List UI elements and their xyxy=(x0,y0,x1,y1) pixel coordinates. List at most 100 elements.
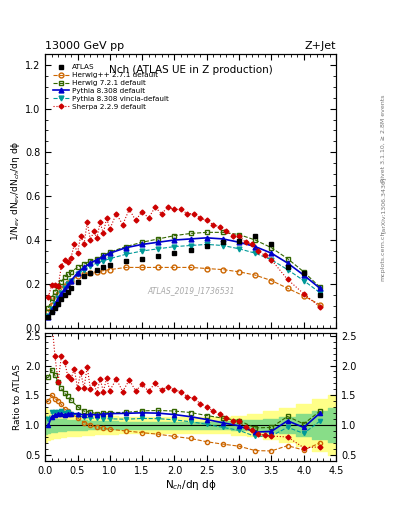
Pythia 8.308 vincia-default xyxy=(204,241,209,247)
ATLAS xyxy=(269,241,274,247)
Sherpa 2.2.9 default xyxy=(165,204,170,210)
Herwig 7.2.1 default xyxy=(156,236,161,242)
Herwig++ 2.7.1 default xyxy=(56,291,61,297)
ATLAS xyxy=(318,292,322,298)
ATLAS xyxy=(62,292,67,298)
Sherpa 2.2.9 default xyxy=(318,304,322,310)
Herwig 7.2.1 default xyxy=(124,244,129,250)
Sherpa 2.2.9 default xyxy=(172,206,177,212)
Herwig++ 2.7.1 default xyxy=(46,309,51,315)
Text: mcplots.cern.ch: mcplots.cern.ch xyxy=(381,231,386,281)
Sherpa 2.2.9 default xyxy=(198,215,203,221)
ATLAS xyxy=(140,255,145,262)
Pythia 8.308 vincia-default xyxy=(88,263,93,269)
Sherpa 2.2.9 default xyxy=(146,215,151,221)
ATLAS xyxy=(59,296,64,302)
Herwig 7.2.1 default xyxy=(204,229,209,236)
Herwig++ 2.7.1 default xyxy=(220,267,225,273)
Pythia 8.308 vincia-default xyxy=(53,301,57,307)
Pythia 8.308 vincia-default xyxy=(82,267,86,273)
Herwig++ 2.7.1 default xyxy=(172,264,177,270)
ATLAS xyxy=(107,262,112,268)
ATLAS xyxy=(253,232,257,239)
Text: Z+Jet: Z+Jet xyxy=(305,41,336,51)
Herwig++ 2.7.1 default xyxy=(69,278,73,284)
Pythia 8.308 vincia-default xyxy=(188,243,193,249)
Sherpa 2.2.9 default xyxy=(217,224,222,230)
Pythia 8.308 vincia-default xyxy=(69,278,73,284)
ATLAS xyxy=(101,264,106,270)
Herwig++ 2.7.1 default xyxy=(156,264,161,270)
Pythia 8.308 default xyxy=(75,270,80,276)
Sherpa 2.2.9 default xyxy=(191,210,196,217)
ATLAS xyxy=(220,239,225,245)
Pythia 8.308 vincia-default xyxy=(66,281,70,287)
Sherpa 2.2.9 default xyxy=(85,220,90,226)
Sherpa 2.2.9 default xyxy=(285,276,290,283)
Sherpa 2.2.9 default xyxy=(301,291,306,297)
Herwig 7.2.1 default xyxy=(75,264,80,270)
Pythia 8.308 default xyxy=(46,314,51,320)
Sherpa 2.2.9 default xyxy=(256,248,261,254)
Herwig 7.2.1 default xyxy=(69,269,73,275)
Herwig 7.2.1 default xyxy=(172,232,177,239)
Sherpa 2.2.9 default xyxy=(53,282,57,288)
Herwig 7.2.1 default xyxy=(56,283,61,289)
Pythia 8.308 vincia-default xyxy=(101,258,106,264)
Pythia 8.308 default xyxy=(101,253,106,260)
Sherpa 2.2.9 default xyxy=(69,254,73,261)
Y-axis label: Ratio to ATLAS: Ratio to ATLAS xyxy=(13,364,22,430)
Herwig++ 2.7.1 default xyxy=(253,272,257,278)
Herwig++ 2.7.1 default xyxy=(49,302,54,308)
X-axis label: N$_{ch}$/dη dϕ: N$_{ch}$/dη dϕ xyxy=(165,478,217,493)
Pythia 8.308 vincia-default xyxy=(95,260,99,266)
Sherpa 2.2.9 default xyxy=(101,230,106,237)
Pythia 8.308 vincia-default xyxy=(318,290,322,296)
Sherpa 2.2.9 default xyxy=(120,222,125,228)
Sherpa 2.2.9 default xyxy=(91,228,96,234)
Sherpa 2.2.9 default xyxy=(211,222,216,228)
Sherpa 2.2.9 default xyxy=(153,204,158,210)
Herwig 7.2.1 default xyxy=(107,249,112,255)
Herwig 7.2.1 default xyxy=(49,295,54,301)
Herwig 7.2.1 default xyxy=(188,230,193,237)
Pythia 8.308 default xyxy=(188,236,193,242)
Herwig++ 2.7.1 default xyxy=(62,283,67,289)
Pythia 8.308 vincia-default xyxy=(140,248,145,254)
Sherpa 2.2.9 default xyxy=(104,215,109,221)
Text: [arXiv:1306.3436]: [arXiv:1306.3436] xyxy=(381,177,386,233)
Pythia 8.308 vincia-default xyxy=(49,306,54,312)
Sherpa 2.2.9 default xyxy=(263,252,267,259)
Pythia 8.308 vincia-default xyxy=(124,251,129,258)
Pythia 8.308 vincia-default xyxy=(56,295,61,301)
Herwig++ 2.7.1 default xyxy=(66,280,70,286)
Herwig++ 2.7.1 default xyxy=(88,270,93,276)
Pythia 8.308 vincia-default xyxy=(285,267,290,273)
Herwig++ 2.7.1 default xyxy=(53,296,57,302)
Pythia 8.308 default xyxy=(172,237,177,243)
ATLAS xyxy=(237,238,241,244)
Pythia 8.308 vincia-default xyxy=(237,246,241,252)
Herwig++ 2.7.1 default xyxy=(285,285,290,291)
Line: ATLAS: ATLAS xyxy=(46,233,322,319)
Sherpa 2.2.9 default xyxy=(56,283,61,289)
Sherpa 2.2.9 default xyxy=(237,232,241,239)
Pythia 8.308 default xyxy=(82,264,86,270)
Herwig 7.2.1 default xyxy=(220,229,225,236)
Pythia 8.308 default xyxy=(107,250,112,256)
Herwig 7.2.1 default xyxy=(269,245,274,251)
Sherpa 2.2.9 default xyxy=(204,217,209,223)
Herwig++ 2.7.1 default xyxy=(101,268,106,274)
Sherpa 2.2.9 default xyxy=(75,250,80,256)
Herwig++ 2.7.1 default xyxy=(124,264,129,270)
Herwig++ 2.7.1 default xyxy=(75,273,80,279)
Pythia 8.308 default xyxy=(156,239,161,245)
Pythia 8.308 vincia-default xyxy=(269,257,274,263)
Herwig++ 2.7.1 default xyxy=(59,286,64,292)
Pythia 8.308 vincia-default xyxy=(253,250,257,256)
Sherpa 2.2.9 default xyxy=(88,237,93,243)
Sherpa 2.2.9 default xyxy=(78,232,83,239)
Pythia 8.308 default xyxy=(220,236,225,242)
Sherpa 2.2.9 default xyxy=(72,241,77,247)
Herwig 7.2.1 default xyxy=(101,252,106,259)
